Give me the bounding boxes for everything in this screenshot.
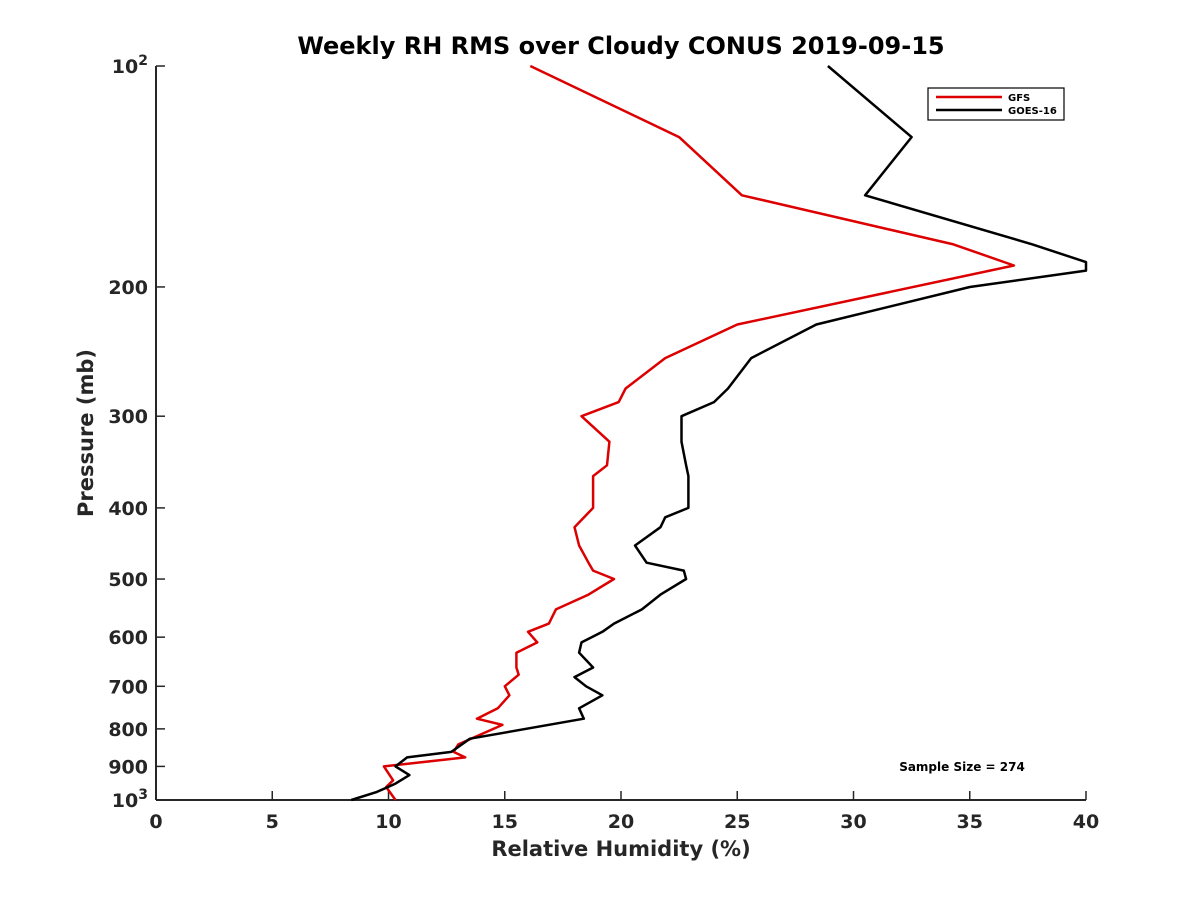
x-axis-label: Relative Humidity (%) bbox=[491, 837, 750, 861]
y-tick-label: 900 bbox=[108, 756, 148, 778]
x-tick-label: 10 bbox=[375, 811, 401, 833]
x-tick-label: 35 bbox=[957, 811, 983, 833]
legend-box bbox=[927, 87, 1065, 121]
series-lines bbox=[350, 64, 1088, 802]
y-tick-label: 103 bbox=[112, 787, 148, 812]
legend: GFS GOES-16 bbox=[927, 87, 1065, 121]
x-ticks: 0 5 10 15 20 25 30 35 40 bbox=[149, 791, 1099, 833]
legend-label-goes16: GOES-16 bbox=[1008, 106, 1057, 117]
y-tick-label: 800 bbox=[108, 719, 148, 741]
y-tick-label: 102 bbox=[112, 53, 148, 78]
y-tick-label: 600 bbox=[108, 627, 148, 649]
plot-area: 0 5 10 15 20 25 30 35 40 102 200 300 400 500 600 700 80… bbox=[108, 53, 1099, 833]
y-ticks: 102 200 300 400 500 600 700 800 900 103 bbox=[108, 53, 165, 812]
series-line-goes16 bbox=[350, 65, 1088, 802]
y-tick-label: 500 bbox=[108, 569, 148, 591]
y-tick-label: 400 bbox=[108, 498, 148, 520]
x-tick-label: 15 bbox=[492, 811, 518, 833]
y-axis-label: Pressure (mb) bbox=[74, 349, 98, 517]
x-tick-label: 5 bbox=[266, 811, 279, 833]
y-tick-label: 700 bbox=[108, 676, 148, 698]
chart-title: Weekly RH RMS over Cloudy CONUS 2019-09-… bbox=[297, 32, 944, 60]
x-tick-label: 20 bbox=[608, 811, 634, 833]
series-line-gfs bbox=[382, 64, 1016, 801]
y-tick-label: 300 bbox=[108, 406, 148, 428]
x-tick-label: 40 bbox=[1073, 811, 1099, 833]
x-tick-label: 30 bbox=[840, 811, 866, 833]
sample-size-annotation: Sample Size = 274 bbox=[899, 760, 1025, 774]
x-tick-label: 0 bbox=[149, 811, 162, 833]
y-tick-label: 200 bbox=[108, 277, 148, 299]
legend-label-gfs: GFS bbox=[1008, 93, 1030, 104]
x-tick-label: 25 bbox=[724, 811, 750, 833]
